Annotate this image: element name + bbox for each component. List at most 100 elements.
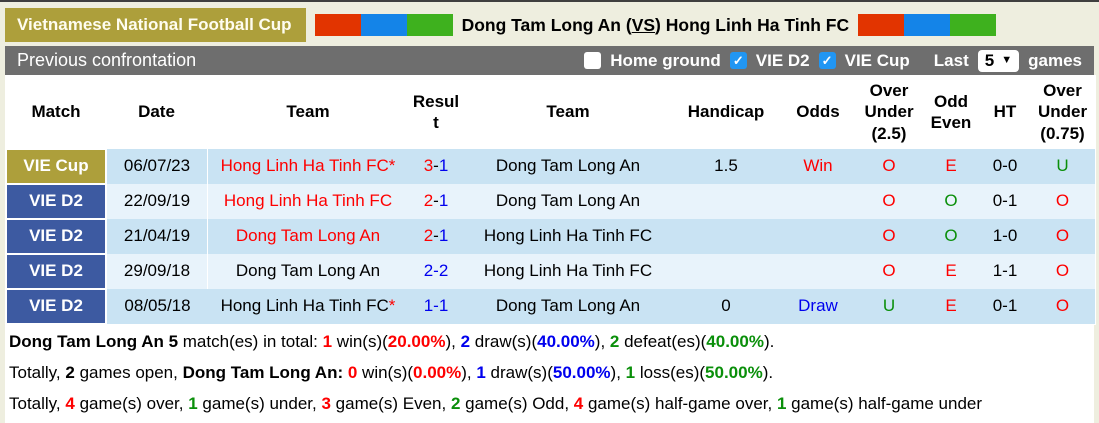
odd-even-cell: O (922, 219, 980, 254)
table-header-row: Match Date Team Result Team Handicap Odd… (6, 75, 1095, 149)
score-team2: 2 (438, 261, 449, 281)
summary-segment: 2 (65, 362, 75, 382)
section-title: Previous confrontation (17, 50, 197, 70)
table-row: VIE D2 08/05/18 Hong Linh Ha Tinh FC* 1-1 Do… (5, 287, 1095, 325)
over-under-25-cell: O (856, 219, 922, 254)
tournament-name: Vietnamese National Football Cup (17, 15, 292, 34)
table-row: VIE D2 29/09/18 Dong Tam Long An 2-2 Hong Li… (5, 252, 1095, 290)
summary-segment: ), (594, 331, 610, 351)
team2-cell: Dong Tam Long An (464, 184, 672, 219)
summary-line-2: Totally, 2 games open, Dong Tam Long An:… (9, 357, 1090, 388)
col-header-date: Date (138, 102, 175, 122)
home-ground-checkbox[interactable] (584, 52, 602, 69)
summary-segment: ), (445, 331, 461, 351)
over-under-25-cell: O (856, 149, 922, 184)
date-cell: 06/07/23 (123, 156, 191, 176)
flag-segment (406, 14, 453, 36)
ht-cell: 0-1 (992, 296, 1018, 316)
col-header-handicap: Handicap (687, 102, 765, 122)
chevron-down-icon: ▼ (1001, 54, 1013, 66)
team2-name: Dong Tam Long An (495, 156, 641, 176)
summary-segment: Totally, (9, 362, 66, 382)
odd-even-cell: E (922, 149, 980, 184)
score-dash: - (433, 226, 439, 246)
vs-label: VS (631, 14, 656, 35)
odd-even-value: E (945, 156, 957, 176)
odd-even-value: O (944, 226, 958, 246)
over-under-25-cell: O (856, 254, 922, 289)
summary-segment: 40.00% (706, 331, 764, 351)
summary-segment: 4 (573, 393, 584, 413)
score-dash: - (433, 296, 439, 316)
history-table-body: VIE Cup 06/07/23 Hong Linh Ha Tinh FC* 3-1 D… (5, 147, 1095, 325)
team1-name: Hong Linh Ha Tinh FC (220, 296, 389, 316)
summary-segment: loss(es)( (635, 362, 706, 382)
summary-segment: 2 (450, 393, 461, 413)
score-team2: 1 (438, 156, 449, 176)
score-team2: 1 (438, 296, 449, 316)
flag-segment (904, 14, 951, 36)
home-star: * (388, 296, 396, 316)
summary-segment: 1 (322, 331, 333, 351)
team2-name: Hong Linh Ha Tinh FC (483, 261, 653, 281)
over-under-25-value: O (882, 261, 896, 281)
team1-cell: Dong Tam Long An (208, 219, 408, 254)
date-cell: 21/04/19 (123, 226, 191, 246)
vie-cup-checkbox[interactable]: ✓ (818, 52, 836, 69)
team2-name: Dong Tam Long An (495, 296, 641, 316)
team2-cell: Hong Linh Ha Tinh FC (464, 219, 672, 254)
summary-segment: Dong Tam Long An: (182, 362, 348, 382)
score-dash: - (433, 191, 439, 211)
odd-even-value: E (945, 296, 957, 316)
team2-cell: Dong Tam Long An (464, 149, 672, 184)
result-cell: 1-1 (408, 289, 464, 324)
team2-name: Hong Linh Ha Tinh FC (483, 226, 653, 246)
team1-name: Hong Linh Ha Tinh FC (223, 191, 393, 211)
summary-segment: 4 (65, 393, 75, 413)
summary-segment: 50.00% (552, 362, 611, 382)
summary-segment: game(s) Even, (330, 393, 451, 413)
vie-d2-label[interactable]: VIE D2 (755, 50, 810, 70)
summary-line-3: Totally, 4 game(s) over, 1 game(s) under… (9, 388, 1090, 419)
summary-segment: 1 (188, 393, 198, 413)
ht-cell: 0-1 (992, 191, 1018, 211)
over-under-25-cell: U (856, 289, 922, 324)
ht-cell: 0-0 (992, 156, 1018, 176)
date-cell: 22/09/19 (123, 191, 191, 211)
team1-name: Hong Linh Ha Tinh FC (220, 156, 389, 176)
summary-segment: Totally, (9, 393, 66, 413)
summary-line-1: Dong Tam Long An 5 match(es) in total: 1… (9, 326, 1090, 357)
handicap-cell (672, 219, 780, 254)
odd-even-value: E (945, 261, 957, 281)
home-star: * (388, 156, 396, 176)
summary-segment: game(s) half-game under (786, 393, 983, 413)
table-row: VIE D2 21/04/19 Dong Tam Long An 2-1 Hong Li… (5, 217, 1095, 255)
odd-even-cell: E (922, 254, 980, 289)
vie-d2-checkbox[interactable]: ✓ (729, 52, 747, 69)
team1-cell: Dong Tam Long An (208, 254, 408, 289)
table-container: Match Date Team Result Team Handicap Odd… (5, 75, 1096, 325)
flag-segment (858, 14, 905, 36)
vie-cup-label[interactable]: VIE Cup (844, 50, 910, 70)
summary-segment: 0 (347, 362, 358, 382)
table-row: VIE D2 22/09/19 Hong Linh Ha Tinh FC 2-1 Don… (5, 182, 1095, 220)
summary-segment: 40.00% (537, 331, 595, 351)
odd-even-cell: O (922, 184, 980, 219)
col-header-odd-even: Odd Even (930, 91, 972, 132)
summary-segment: 50.00% (705, 362, 763, 382)
summary-segment: Dong Tam Long An 5 (9, 331, 179, 351)
section-bar: Previous confrontation Home ground ✓ VIE… (5, 46, 1094, 75)
summary-segment: ). (762, 362, 774, 382)
team1-cell: Hong Linh Ha Tinh FC* (208, 149, 408, 184)
last-games-select[interactable]: 5 ▼ (977, 49, 1020, 72)
games-label: games (1028, 50, 1082, 70)
summary-segment: 2 (609, 331, 620, 351)
summary-segment: draw(s)( (485, 362, 553, 382)
odds-cell (780, 219, 856, 254)
flag-segment (360, 14, 407, 36)
summary-segment: 1 (776, 393, 787, 413)
summary: Dong Tam Long An 5 match(es) in total: 1… (5, 324, 1094, 423)
top-title-bar: Vietnamese National Football Cup Dong Ta… (0, 2, 1099, 46)
home-ground-label[interactable]: Home ground (610, 50, 721, 70)
league-cell: VIE Cup (5, 147, 107, 185)
